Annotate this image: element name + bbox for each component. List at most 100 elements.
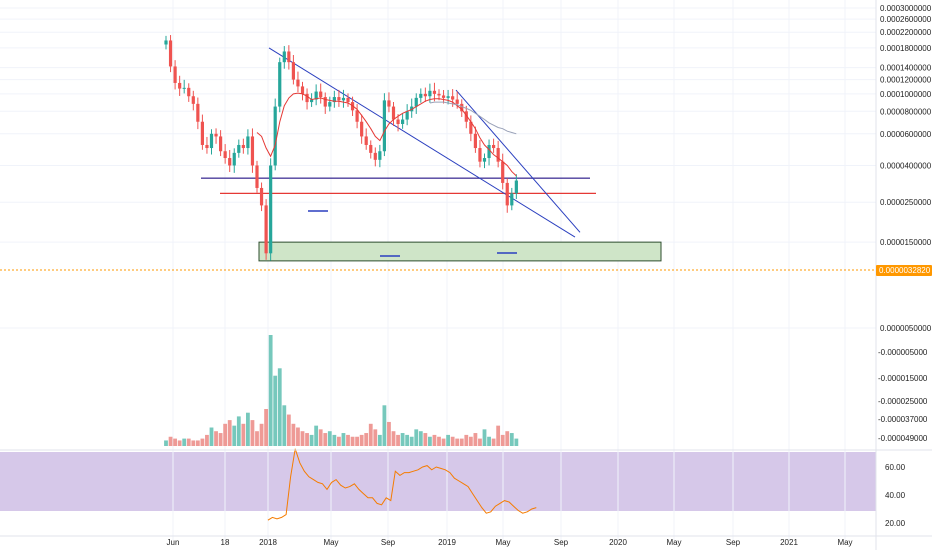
volume-bar <box>414 429 419 446</box>
time-tick-label: 2020 <box>609 538 627 547</box>
volume-bar <box>250 420 255 446</box>
candle-body <box>391 106 396 120</box>
time-tick-label: 2018 <box>259 538 277 547</box>
candle-body <box>482 158 487 162</box>
candle-body <box>337 97 341 101</box>
price-tick-label: 0.0001000000 <box>880 90 932 99</box>
demand-zone[interactable] <box>258 241 662 262</box>
candle-body <box>419 93 423 98</box>
candle-body <box>432 90 437 94</box>
time-tick-label: Sep <box>381 538 396 547</box>
candle-body <box>246 136 250 149</box>
volume-bar <box>332 434 337 446</box>
candle-body <box>332 97 336 103</box>
candle-body <box>173 66 177 83</box>
volume-bar <box>323 433 328 446</box>
rsi-line <box>267 448 537 521</box>
volume-bar <box>432 434 437 446</box>
candle-body <box>237 144 241 153</box>
volume-bar <box>468 436 473 446</box>
volume-bar <box>387 421 391 446</box>
volume-bar <box>478 438 482 446</box>
candle-body <box>223 151 227 159</box>
volume-bar <box>291 423 296 446</box>
price-tick-label: 0.0000050000 <box>880 324 932 333</box>
candle-body <box>296 79 300 87</box>
volume-bar <box>218 433 223 446</box>
candle-body <box>232 152 236 166</box>
price-tick-label: 0.0000800000 <box>880 107 932 116</box>
candle-body <box>319 91 323 98</box>
trendline-main[interactable] <box>268 47 576 238</box>
price-tick-label: 0.0001800000 <box>880 44 932 53</box>
volume-bar <box>232 425 237 446</box>
price-tick-label: 0.0002200000 <box>880 28 932 37</box>
volume-bar <box>214 431 218 446</box>
candle-body <box>250 136 255 166</box>
candle-body <box>269 165 273 254</box>
time-tick-label: May <box>323 538 338 547</box>
candle-body <box>505 182 509 206</box>
time-tick-label: Sep <box>726 538 741 547</box>
last-price-label: 0.0000032820 <box>879 266 931 275</box>
volume-bar <box>223 423 228 446</box>
candle-body <box>464 111 468 122</box>
candle-body <box>278 62 282 107</box>
candle-body <box>164 40 168 45</box>
time-tick-label: May <box>837 538 852 547</box>
candle-body <box>469 121 473 134</box>
volume-tick-label: -0.000037000 <box>878 415 928 424</box>
volume-bar <box>437 436 441 446</box>
candle-body <box>191 96 195 104</box>
candle-body <box>423 93 427 97</box>
volume-bar <box>505 431 510 446</box>
candle-body <box>228 158 232 166</box>
volume-bar <box>177 440 182 446</box>
candle-body <box>492 144 496 149</box>
price-tick-label: 0.0000150000 <box>880 238 932 247</box>
volume-bar <box>277 368 282 446</box>
price-tick-label: 0.0000600000 <box>880 130 932 139</box>
candle-body <box>405 111 409 120</box>
volume-bar <box>273 375 278 446</box>
candle-body <box>441 95 446 98</box>
volume-bar <box>377 434 382 446</box>
candle-body <box>478 148 482 162</box>
candle-body <box>282 51 286 63</box>
volume-bar <box>296 427 300 446</box>
volume-bar <box>396 434 400 446</box>
volume-bar <box>373 429 378 446</box>
candle-body <box>200 121 204 145</box>
volume-bar <box>241 423 246 446</box>
volume-bar <box>423 433 428 446</box>
volume-bar <box>514 438 519 446</box>
candle-body <box>300 86 305 94</box>
candle-body <box>437 93 441 96</box>
candle-body <box>346 97 350 103</box>
volume-bar <box>264 409 268 446</box>
volume-bar <box>355 436 359 446</box>
volume-bar <box>314 425 319 446</box>
volume-bar <box>286 414 291 446</box>
volume-tick-label: -0.000049000 <box>878 434 928 443</box>
time-tick-label: 2021 <box>780 538 798 547</box>
candle-body <box>510 193 514 206</box>
volume-bar <box>200 438 205 446</box>
volume-bar <box>259 423 264 446</box>
candle-body <box>360 121 364 137</box>
candle-body <box>219 136 223 152</box>
price-tick-label: 0.0002600000 <box>880 15 932 24</box>
volume-bar <box>186 438 191 446</box>
volume-bar <box>309 434 314 446</box>
volume-tick-label: -0.000025000 <box>878 397 928 406</box>
time-tick-label: Sep <box>554 538 569 547</box>
candle-body <box>196 103 200 122</box>
time-tick-label: Jun <box>167 538 180 547</box>
candle-body <box>287 51 291 63</box>
volume-bar <box>441 438 446 446</box>
candle-body <box>328 102 332 107</box>
volume-bar <box>350 436 355 446</box>
candle-body <box>178 82 182 89</box>
